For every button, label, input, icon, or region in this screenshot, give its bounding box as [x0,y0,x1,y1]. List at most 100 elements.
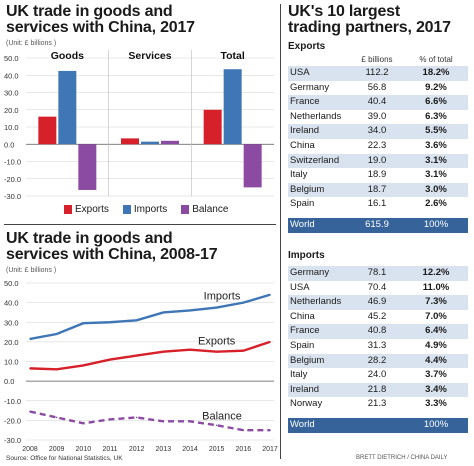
imports-cell-billions: 21.8 [367,383,387,395]
bar-chart-title-line1: UK trade in goods and [6,3,173,20]
exports-cell-billions: 56.8 [367,81,387,93]
exports-cell-percent: 18.2% [422,67,450,78]
imports-cell-billions: 40.8 [367,325,387,337]
line-point-balance [242,429,245,431]
bar-y-tick-label: -10.0 [4,158,21,167]
exports-cell-country: USA [290,67,310,78]
exports-cell-percent: 3.1% [425,169,447,181]
line-point-imports [215,306,218,309]
exports-cell-country: China [290,139,315,151]
line-x-tick-label: 2008 [22,446,38,453]
imports-cell-billions: 24.0 [367,369,387,381]
line-point-exports [29,367,31,370]
line-y-tick-label: 10.0 [4,358,19,367]
imports-cell-country: France [290,325,320,337]
exports-section-heading: Exports [288,41,326,52]
imports-cell-percent: 3.3% [425,398,447,410]
exports-table-row: France 40.4 6.6% [288,95,468,110]
imports-table-row: Netherlands 46.9 7.3% [288,295,468,310]
exports-cell-country: Spain [290,198,315,210]
imports-cell-percent: 12.2% [422,267,450,278]
line-point-balance [109,418,111,421]
line-y-tick-label: 50.0 [4,279,19,288]
exports-table-row: Italy 18.9 3.1% [288,168,468,183]
imports-cell-percent: 3.7% [425,369,447,381]
table-title-line2: trading partners, 2017 [288,19,451,36]
bar-y-tick-label: 20.0 [4,106,19,115]
exports-cell-percent: 2.6% [425,198,447,210]
imports-cell-country: China [290,310,315,322]
exports-cell-billions: 34.0 [367,125,387,137]
line-point-exports [162,350,165,353]
exports-cell-billions: 18.9 [367,169,387,181]
credit-note: BRETT DIETRICH / CHINA DAILY [356,455,448,461]
legend-imports-label: Imports [133,204,168,215]
line-series-exports [29,340,271,371]
exports-cell-billions: 112.2 [365,67,389,78]
imports-section-heading: Imports [288,250,325,261]
legend-exports: Exports [64,204,109,215]
imports-cell-percent: 4.9% [425,339,447,351]
bar-chart-title: UK trade in goods and services with Chin… [6,4,195,36]
exports-column-headers: £ billions % of total [288,54,468,66]
exports-table-row: Germany 56.8 9.2% [288,81,468,96]
bar-chart-title-line2: services with China, 2017 [6,19,195,36]
exports-total-label: World [290,218,315,230]
bar-y-tick-label: 0.0 [4,140,14,149]
exports-table-row: China 22.3 3.6% [288,139,468,154]
line-y-tick-label: -30.0 [4,436,21,445]
line-x-tick-label: 2013 [156,446,172,453]
exports-cell-country: Ireland [290,125,320,137]
line-point-balance [55,416,58,419]
exports-cell-percent: 3.0% [425,183,447,195]
line-point-imports [135,319,138,322]
imports-table-row: Italy 24.0 3.7% [288,368,468,383]
line-x-tick-label: 2010 [76,446,92,453]
legend-imports: Imports [122,204,168,215]
line-point-imports [55,333,58,335]
line-x-tick-label: 2012 [129,446,145,453]
line-y-tick-label: -20.0 [4,416,21,425]
exports-cell-billions: 18.7 [367,183,387,195]
imports-cell-country: Belgium [290,354,325,366]
exports-cell-billions: 16.1 [367,198,387,210]
bar-imports [58,70,77,145]
line-y-tick-label: 20.0 [4,338,19,347]
table-title: UK's 10 largest trading partners, 2017 [288,4,451,36]
imports-cell-country: Italy [290,369,308,381]
bar-y-tick-label: -30.0 [4,192,21,201]
imports-cell-percent: 3.4% [425,383,447,395]
imports-table-row: China 45.2 7.0% [288,310,468,325]
exports-cell-billions: 40.4 [367,96,387,108]
exports-cell-percent: 5.5% [425,125,447,137]
exports-cell-billions: 39.0 [367,110,387,122]
imports-cell-billions: 45.2 [367,310,387,322]
imports-cell-country: Ireland [290,383,320,395]
exports-table-row: USA 112.2 18.2% [288,66,468,81]
exports-cell-country: France [290,96,320,108]
exports-total-row: World 615.9 100% [288,217,468,233]
panel-divider-vertical [280,4,281,459]
bar-imports [141,141,159,145]
column-header-percent: % of total [419,55,453,64]
exports-cell-country: Germany [290,81,330,93]
chart-legend: Exports Imports Balance [64,204,228,215]
exports-cell-percent: 6.3% [425,110,447,122]
line-point-imports [109,321,111,324]
imports-cell-billions: 46.9 [367,296,387,308]
line-series-imports [29,293,271,341]
exports-cell-country: Belgium [290,183,325,195]
line-point-exports [55,368,58,371]
source-note: Source: Office for National Statistics, … [6,455,123,462]
imports-cell-percent: 11.0% [422,281,450,293]
legend-exports-swatch [64,205,72,214]
imports-cell-percent: 4.4% [425,354,447,366]
line-chart-title-line2: services with China, 2008-17 [6,246,218,263]
line-point-imports [29,338,31,340]
imports-table: Imports Germany 78.1 12.2% USA 70.4 11.0% Neth… [288,249,468,433]
line-y-tick-label: 30.0 [4,318,19,327]
bar-balance [78,144,97,190]
exports-cell-country: Switzerland [290,154,340,166]
legend-balance-label: Balance [192,204,229,215]
exports-cell-country: Netherlands [290,110,342,122]
